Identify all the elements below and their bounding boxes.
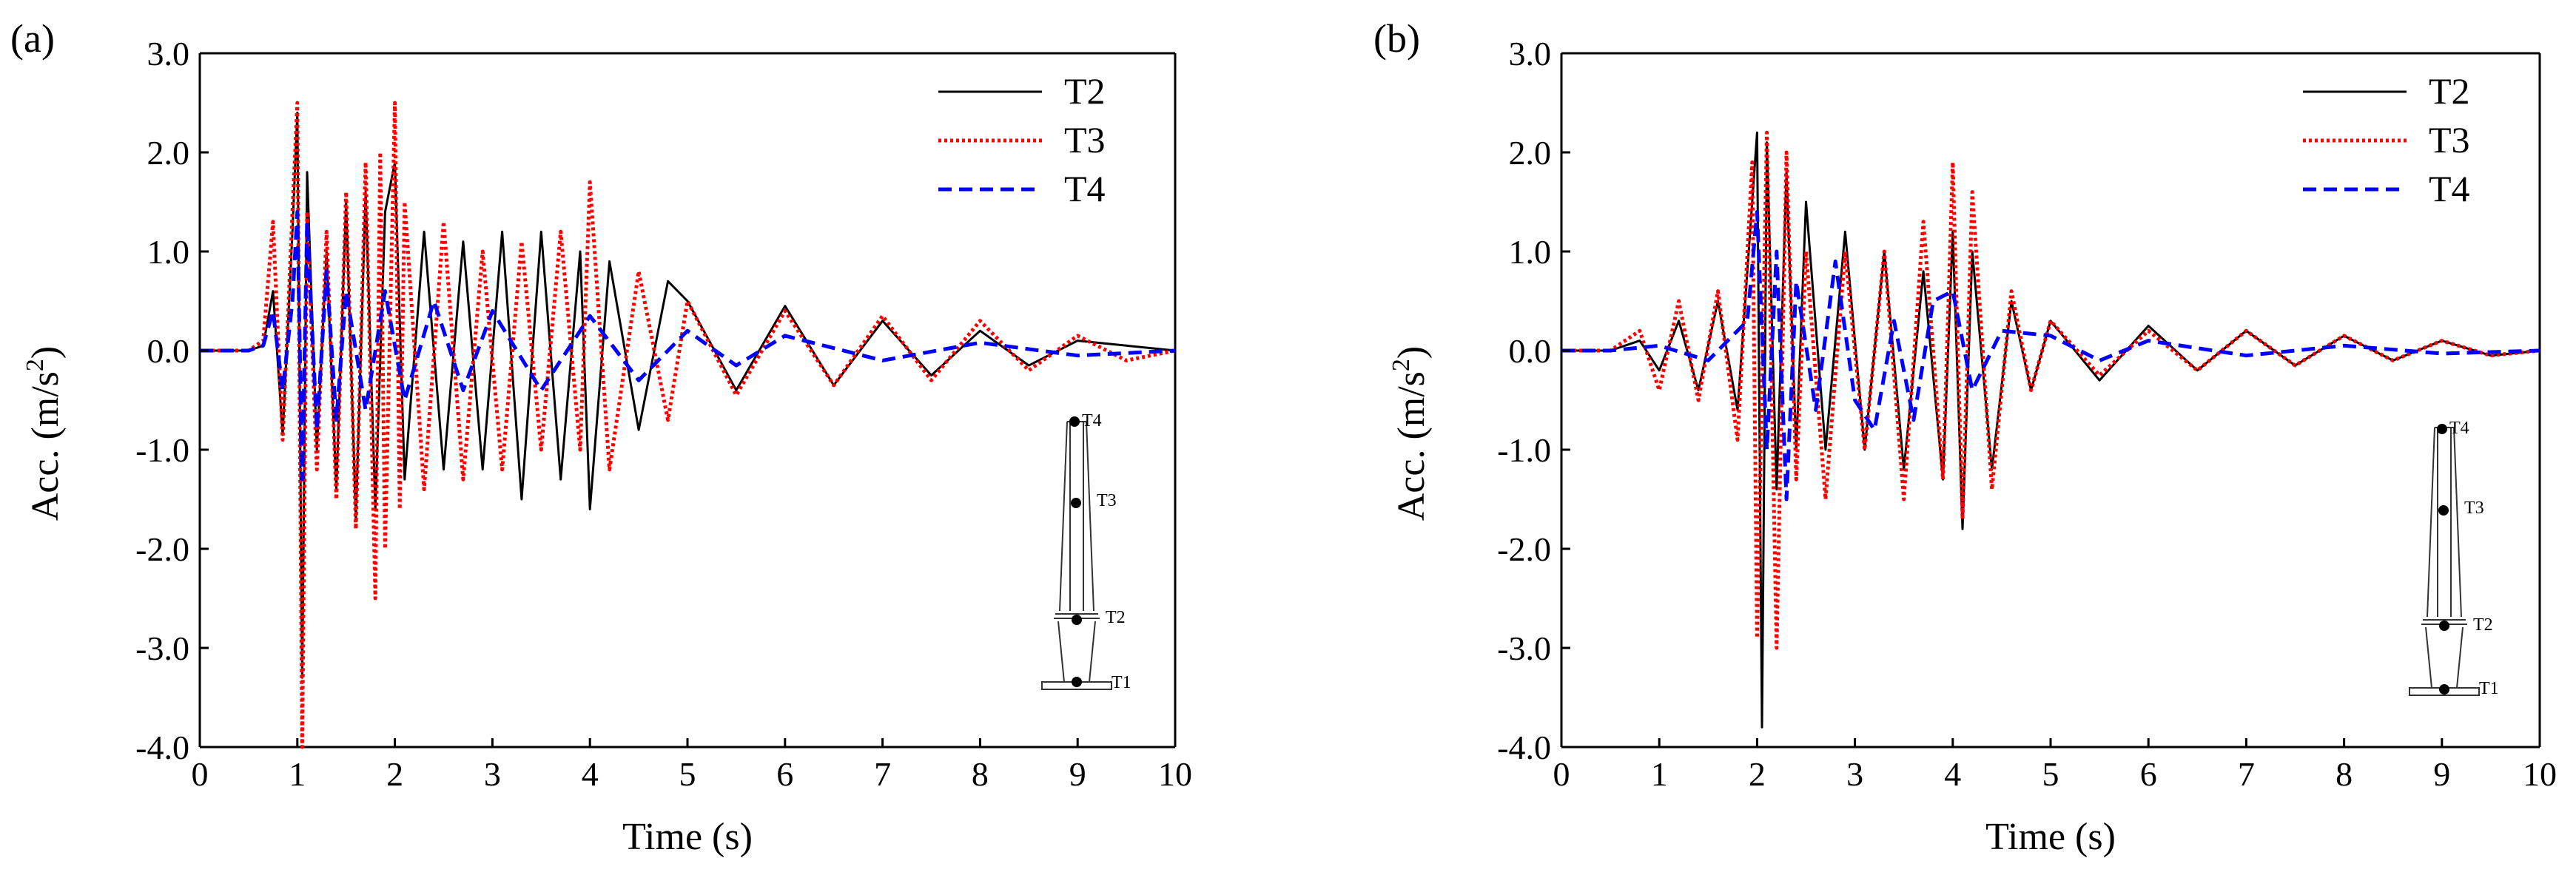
y-axis-title-tail: ) [24,346,67,359]
x-tick-label: 8 [2335,755,2353,793]
inset-label-t3: T3 [1097,491,1117,510]
legend-label-t2: T2 [1064,70,1106,112]
svg-text:Acc. (m/s2): Acc. (m/s2) [1388,346,1433,521]
y-tick-label: -1.0 [1497,431,1551,469]
x-tick-label: 2 [386,755,403,793]
axis-ticks: 0 1 2 3 4 5 6 7 8 9 10 3.0 2.0 1.0 0.0 -1.0 -2.0 -3.0 -4.0 [135,35,1192,793]
y-tick-label: -1.0 [135,431,189,469]
series-line-t3 [1561,130,2540,650]
inset-diagram: T4 T3 T2 T1 [1041,411,1131,692]
y-tick-label: 3.0 [1509,35,1552,72]
svg-text:Acc. (m/s2): Acc. (m/s2) [21,346,67,521]
legend: T2 T3 T4 [938,70,1106,209]
y-axis-title-sup: 2 [21,359,49,371]
series-layer [200,101,1176,749]
y-tick-label: -4.0 [135,729,189,766]
x-axis-title: Time (s) [622,816,753,858]
y-tick-label: 2.0 [1509,134,1552,172]
inset-label-t4: T4 [1082,411,1102,430]
chart-panel-b: (b) Acc. (m/s2) 0 1 2 3 4 5 6 7 8 9 103.02.01.00.0… [1373,16,2557,858]
legend-label-t4: T4 [1064,168,1106,209]
y-tick-label: 3.0 [147,35,190,72]
series-line-t3 [200,101,1176,749]
y-axis-title-sup: 2 [1388,359,1415,371]
series-line-t2 [200,111,1176,679]
y-tick-label: -3.0 [135,629,189,667]
y-tick-label: -2.0 [1497,530,1551,568]
x-tick-label: 10 [1158,755,1192,793]
x-tick-label: 4 [582,755,599,793]
series-line-t2 [1561,131,2540,729]
y-axis-title-main: Acc. (m/s [24,371,67,521]
inset-diagram: T4 T3 T2 T1 [2409,419,2499,698]
x-tick-label: 5 [679,755,696,793]
x-tick-label: 7 [2238,755,2255,793]
y-tick-label: 0.0 [147,332,190,370]
x-tick-label: 7 [874,755,891,793]
inset-label-t1: T1 [2479,679,2499,698]
x-axis-title: Time (s) [1985,816,2116,858]
y-tick-label: -2.0 [135,530,189,568]
x-tick-label: 5 [2042,755,2059,793]
x-tick-label: 0 [192,755,209,793]
inset-label-t2: T2 [1106,608,1126,627]
y-tick-label: -4.0 [1497,729,1551,766]
y-tick-label: -3.0 [1497,629,1551,667]
series-layer [1561,130,2540,729]
y-tick-label: 1.0 [1509,233,1552,271]
y-axis-title: Acc. (m/s2) [1388,346,1433,521]
x-tick-label: 6 [776,755,793,793]
x-tick-label: 9 [1069,755,1086,793]
inset-label-t2: T2 [2473,615,2493,635]
legend: T2 T3 T4 [2303,70,2470,209]
legend-label-t3: T3 [2429,119,2470,161]
y-tick-label: 0.0 [1509,332,1552,370]
x-tick-label: 3 [484,755,501,793]
panel-label: (a) [10,16,55,61]
y-axis-title-main: Acc. (m/s [1390,371,1433,521]
x-tick-label: 4 [1944,755,1961,793]
y-axis-title: Acc. (m/s2) [21,346,67,521]
y-tick-label: 1.0 [147,233,190,271]
legend-label-t3: T3 [1064,119,1106,161]
plot-area [198,52,1177,749]
legend-label-t4: T4 [2429,168,2470,209]
inset-label-t4: T4 [2449,419,2469,438]
panel-label: (b) [1373,16,1420,61]
y-tick-label: 2.0 [147,134,190,172]
y-axis-title-tail: ) [1390,346,1433,359]
series-line-t4 [200,209,1176,482]
inset-label-t3: T3 [2464,499,2484,518]
x-tick-label: 8 [972,755,989,793]
chart-panel-a: (a) Acc. (m/s2) 0 1 2 3 4 5 6 7 8 9 103.02.01.00.0… [10,16,1192,858]
x-tick-label: 1 [1651,755,1668,793]
x-tick-label: 0 [1553,755,1570,793]
x-tick-label: 2 [1749,755,1766,793]
x-tick-label: 6 [2140,755,2157,793]
x-tick-label: 9 [2433,755,2450,793]
plot-area [1560,52,2541,749]
legend-label-t2: T2 [2429,70,2470,112]
inset-label-t1: T1 [1112,673,1131,692]
x-tick-label: 10 [2523,755,2557,793]
axis-ticks: 0 1 2 3 4 5 6 7 8 9 10 3.0 2.0 1.0 0.0 -1.0 -2.0 -3.0 -4.0 [1497,35,2557,793]
x-tick-label: 3 [1846,755,1863,793]
x-tick-label: 1 [289,755,306,793]
